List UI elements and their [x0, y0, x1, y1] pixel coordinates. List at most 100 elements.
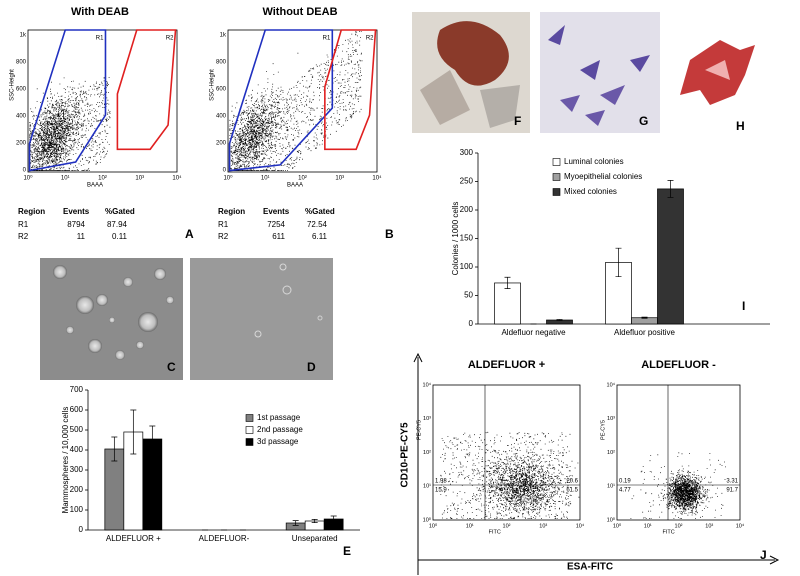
y-axis-label: PE-CY5: [416, 420, 422, 440]
j-axes: [413, 352, 780, 575]
error-bar: [311, 519, 318, 523]
table-cell: R1: [218, 220, 229, 229]
x-tick-label: 10⁰: [429, 522, 438, 529]
table-cell: R1: [18, 220, 29, 229]
table-header: Region: [18, 207, 45, 216]
y-tick-label: 100: [70, 505, 84, 514]
y-tick-label: 10⁴: [423, 381, 432, 388]
legend-label: Myoepithelial colonies: [564, 172, 642, 181]
panel-letter: H: [736, 119, 745, 133]
x-tick-label: ALDEFLUOR +: [106, 534, 161, 543]
y-tick-label: 400: [16, 114, 27, 120]
y-tick-label: 400: [216, 114, 227, 120]
x-tick-label: 10²: [298, 176, 307, 182]
y-tick-label: 1k: [20, 33, 27, 39]
legend-label: 1st passage: [257, 413, 301, 422]
legend-swatch: [245, 438, 254, 446]
x-tick-label: 10⁴: [172, 175, 182, 182]
y-tick-label: 200: [70, 485, 84, 494]
error-bar: [641, 316, 648, 319]
y-tick-label: 50: [464, 291, 473, 300]
error-bar: [556, 319, 563, 321]
x-tick-label: 10²: [98, 176, 107, 182]
y-tick-label: 150: [460, 234, 474, 243]
x-tick-label: Aldefluor positive: [614, 328, 675, 337]
y-tick-label: 800: [16, 60, 27, 66]
y-tick-label: 10¹: [423, 484, 431, 490]
x-tick-label: 10³: [539, 523, 547, 529]
table-header: Events: [263, 207, 290, 216]
table-cell: R2: [218, 232, 229, 241]
table-cell: R2: [18, 232, 29, 241]
x-tick-label: 10²: [503, 523, 511, 529]
x-tick-label: 10³: [135, 176, 144, 182]
panel-letter: D: [307, 360, 316, 374]
event-dots: [440, 431, 580, 519]
y-tick-label: 100: [460, 262, 474, 271]
y-tick-label: 10⁰: [423, 516, 432, 523]
bar: [657, 188, 684, 325]
x-tick-label: 10⁴: [736, 522, 745, 529]
legend-swatch: [552, 158, 561, 166]
x-tick-label: 10³: [335, 176, 344, 182]
photo-c: [40, 258, 183, 380]
legend-label: 2nd passage: [257, 425, 303, 434]
y-tick-label: 200: [216, 141, 227, 147]
photo-h: [680, 40, 755, 105]
event-dots: [630, 452, 726, 519]
bar: [142, 438, 163, 531]
y-tick-label: 0: [79, 525, 84, 534]
gate-label: R2: [366, 36, 374, 42]
panel-title: With DEAB: [71, 6, 129, 18]
quadrant-value: 91.7: [726, 488, 738, 494]
quadrant-value: 3.31: [726, 479, 738, 485]
gate: [228, 29, 334, 172]
quadrant-value: 4.77: [619, 488, 631, 494]
y-axis-label: CD10-PE-CY5: [400, 422, 411, 487]
y-tick-label: 400: [70, 445, 84, 454]
x-tick-label: 10⁰: [223, 175, 233, 182]
plot-frame: [616, 384, 741, 521]
panel-letter: F: [514, 114, 521, 128]
y-tick-label: 0: [223, 168, 227, 174]
y-tick-label: 10³: [423, 416, 431, 422]
legend-label: 3d passage: [257, 437, 299, 446]
table-cell: 0.11: [112, 232, 128, 241]
quadrant-value: 61.5: [566, 488, 578, 494]
y-tick-label: 300: [460, 148, 474, 157]
legend-swatch: [245, 426, 254, 434]
photo-g: [540, 12, 660, 133]
x-tick-label: 10²: [675, 523, 683, 529]
x-tick-label: 10⁰: [23, 175, 33, 182]
y-tick-label: 700: [70, 385, 84, 394]
panel-letter: C: [167, 360, 176, 374]
panel-letter: E: [343, 544, 351, 558]
gate-label: R1: [96, 36, 104, 42]
y-tick-label: 10²: [423, 450, 431, 456]
x-tick-label: 10⁰: [613, 522, 622, 529]
y-tick-label: 10²: [607, 450, 615, 456]
panel-title: Without DEAB: [262, 6, 337, 18]
y-axis-label: Mammospheres / 10,000 cells: [61, 407, 70, 514]
y-tick-label: 200: [460, 205, 474, 214]
panel-letter: I: [742, 299, 745, 313]
x-axis-label: BAAA: [287, 183, 303, 189]
table-cell: 611: [272, 232, 285, 241]
error-bar: [111, 436, 118, 462]
x-tick-label: 10⁴: [576, 522, 585, 529]
x-tick-label: Unseparated: [292, 534, 338, 543]
table-header: Region: [218, 207, 245, 216]
legend-swatch: [552, 173, 561, 181]
y-axis-label: SSC-Height: [210, 69, 216, 101]
y-tick-label: 600: [70, 405, 84, 414]
y-tick-label: 600: [216, 87, 227, 93]
gate-label: R1: [323, 36, 331, 42]
table-cell: 72.54: [307, 220, 328, 229]
y-tick-label: 300: [70, 465, 84, 474]
y-axis-label: PE-CY5: [600, 420, 606, 440]
error-bar: [615, 247, 622, 278]
gate-label: R2: [166, 36, 174, 42]
legend-label: Luminal colonies: [564, 157, 624, 166]
